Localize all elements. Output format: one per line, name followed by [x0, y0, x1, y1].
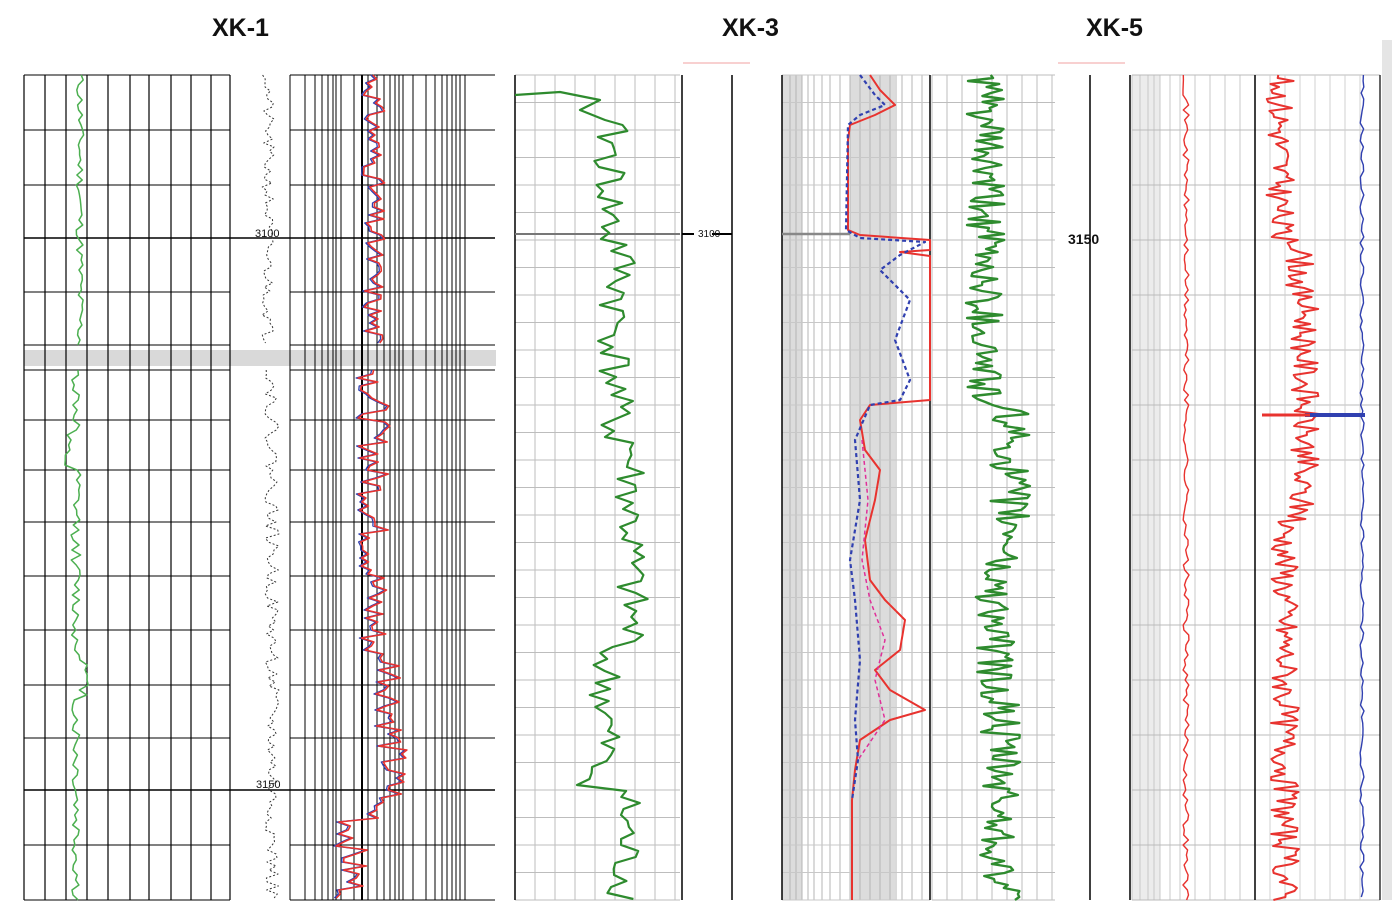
xk5-red-resistivity-curve — [1265, 74, 1320, 901]
depth-label-xk1-3100: 3100 — [255, 228, 280, 240]
well-title-xk5: XK-5 — [1086, 14, 1143, 42]
xk5-blue-curve — [1359, 74, 1365, 898]
xk1-sp-curve-upper — [261, 74, 275, 344]
xk1-break-band — [24, 350, 496, 366]
xk3-density-green-curve — [964, 74, 1032, 901]
xk1-resistivity-shallow-upper — [362, 74, 386, 344]
xk1-gamma-curve-upper — [75, 74, 85, 346]
xk3-resistivity-blue-dashed — [844, 74, 927, 801]
well-title-xk3: XK-3 — [722, 14, 779, 42]
xk3-gamma-curve — [514, 90, 649, 901]
xk5-red-thin-curve — [1182, 74, 1190, 901]
depth-label-xk5-3150: 3150 — [1068, 231, 1100, 247]
depth-label-xk3-3100: 3100 — [698, 229, 721, 240]
xk1-resistivity-shallow-lower — [335, 369, 408, 899]
xk1-gamma-curve-lower — [64, 369, 89, 901]
xk3-resistivity-red-curve — [847, 74, 931, 900]
well-title-xk1: XK-1 — [212, 14, 269, 42]
xk5-scrollbar-shade — [1382, 40, 1392, 900]
xk5-track1-shade — [1132, 75, 1160, 900]
xk3-resistivity-pink-dashed — [857, 439, 886, 761]
xk1-sp-curve-lower — [264, 369, 280, 899]
log-curves — [64, 74, 1365, 901]
depth-label-xk1-3150: 3150 — [256, 779, 281, 791]
